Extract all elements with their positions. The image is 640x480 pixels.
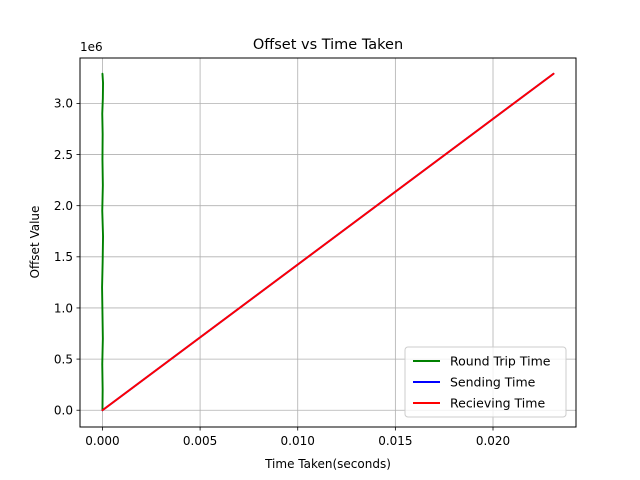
- y-axis-scale-factor: 1e6: [80, 40, 103, 54]
- x-tick-label: 0.005: [183, 434, 217, 448]
- x-tick-label: 0.010: [281, 434, 315, 448]
- y-tick-label: 0.5: [54, 352, 73, 366]
- x-axis-label: Time Taken(seconds): [264, 457, 391, 471]
- x-axis-ticks: 0.000 0.005 0.010 0.015 0.020: [85, 427, 510, 448]
- legend-label-round-trip-time: Round Trip Time: [450, 354, 551, 369]
- y-tick-label: 2.5: [54, 148, 73, 162]
- grid-layer: [80, 58, 576, 427]
- legend: Round Trip Time Sending Time Recieving Tim…: [404, 346, 567, 418]
- legend-label-sending-time: Sending Time: [450, 375, 536, 390]
- x-tick-label: 0.000: [85, 434, 119, 448]
- series-line-round-trip-time: [101, 72, 104, 412]
- series-line-recieving-time: [101, 72, 555, 412]
- legend-box: [404, 346, 567, 418]
- y-tick-label: 3.0: [54, 97, 73, 111]
- y-axis-ticks: 0.0 0.5 1.0 1.5 2.0 2.5 3.0: [54, 97, 80, 418]
- chart-title: Offset vs Time Taken: [253, 37, 403, 53]
- x-tick-label: 0.015: [378, 434, 412, 448]
- y-axis-label: Offset Value: [28, 206, 42, 279]
- axes-frame: [79, 57, 577, 428]
- y-tick-label: 1.5: [54, 250, 73, 264]
- x-tick-label: 0.020: [476, 434, 510, 448]
- y-tick-label: 0.0: [54, 404, 73, 418]
- y-tick-label: 2.0: [54, 199, 73, 213]
- legend-label-recieving-time: Recieving Time: [450, 396, 545, 411]
- y-tick-label: 1.0: [54, 301, 73, 315]
- series-layer: [101, 72, 555, 412]
